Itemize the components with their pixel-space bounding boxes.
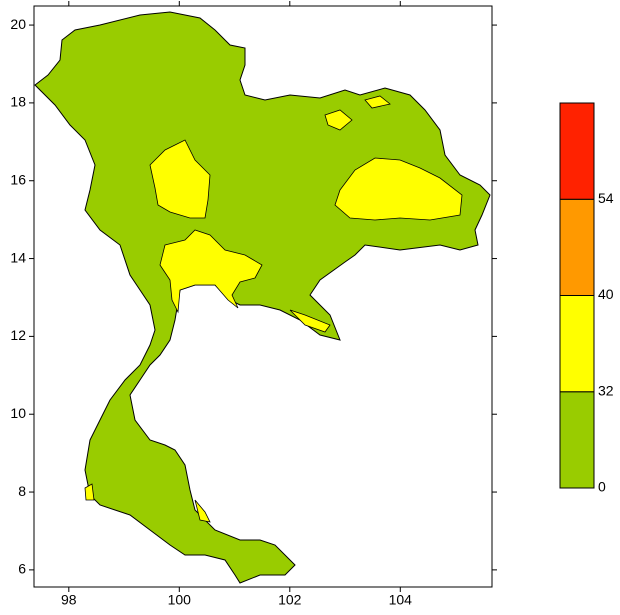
x-tick-label: 102 bbox=[278, 592, 302, 608]
y-tick-label: 6 bbox=[18, 561, 26, 577]
y-tick-label: 16 bbox=[10, 171, 26, 187]
y-tick-label: 18 bbox=[10, 94, 26, 110]
high-zone bbox=[159, 229, 263, 314]
land-region bbox=[34, 11, 491, 584]
y-tick-label: 12 bbox=[10, 327, 26, 343]
high-zone bbox=[84, 483, 95, 501]
legend-label: 40 bbox=[598, 286, 614, 302]
legend-label: 0 bbox=[598, 479, 606, 495]
high-zone bbox=[289, 309, 331, 333]
y-tick-label: 20 bbox=[10, 16, 26, 32]
y-tick-label: 8 bbox=[18, 483, 26, 499]
x-tick-label: 100 bbox=[168, 592, 192, 608]
legend-label: 54 bbox=[598, 190, 614, 206]
y-tick-label: 14 bbox=[10, 249, 26, 265]
high-zone bbox=[194, 499, 211, 523]
legend-band bbox=[559, 198, 595, 296]
country-map bbox=[34, 11, 491, 584]
legend-label: 32 bbox=[598, 382, 614, 398]
high-zone bbox=[324, 109, 353, 131]
legend-band bbox=[559, 295, 595, 393]
high-zone bbox=[334, 157, 463, 221]
legend-band bbox=[559, 102, 595, 200]
x-tick-label: 98 bbox=[61, 592, 77, 608]
legend-band bbox=[559, 391, 595, 489]
x-tick-label: 104 bbox=[389, 592, 413, 608]
high-zone bbox=[149, 139, 211, 219]
plot-frame bbox=[33, 5, 493, 588]
high-zone bbox=[364, 95, 391, 109]
y-tick-label: 10 bbox=[10, 405, 26, 421]
